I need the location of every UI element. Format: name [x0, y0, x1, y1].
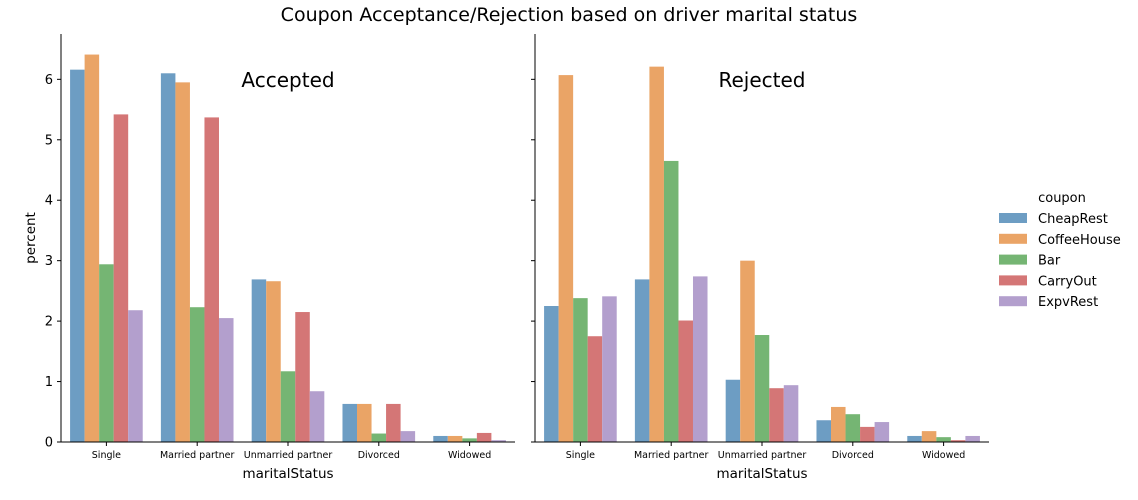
x-tick-label-widowed: Widowed — [922, 450, 965, 461]
legend-title: coupon — [1038, 191, 1086, 206]
bar-accepted-expvrest-widowed — [491, 440, 506, 442]
bar-accepted-bar-widowed — [462, 438, 477, 442]
x-tick-label-unmarried-partner: Unmarried partner — [244, 450, 333, 461]
bar-accepted-cheaprest-single — [70, 69, 85, 442]
bar-rejected-cheaprest-single — [544, 306, 559, 442]
x-tick-label-unmarried-partner: Unmarried partner — [718, 450, 807, 461]
legend-swatch-bar — [999, 254, 1027, 265]
legend-label-carryout: CarryOut — [1038, 274, 1097, 289]
x-axis-label: maritalStatus — [242, 466, 333, 482]
bar-rejected-bar-married-partner — [663, 160, 679, 442]
y-tick-label: 4 — [45, 194, 53, 209]
bar-rejected-cheaprest-married-partner — [634, 279, 650, 442]
bar-rejected-carryout-married-partner — [678, 320, 693, 442]
panel-label-rejected: Rejected — [718, 68, 805, 92]
bar-rejected-bar-divorced — [845, 414, 861, 442]
bar-rejected-expvrest-unmarried-partner — [783, 385, 799, 442]
chart-title: Coupon Acceptance/Rejection based on dri… — [281, 4, 858, 26]
y-tick-label: 1 — [45, 375, 53, 390]
x-axis-label: maritalStatus — [716, 466, 807, 482]
bar-rejected-carryout-unmarried-partner — [769, 388, 784, 442]
y-tick-label: 2 — [45, 315, 53, 330]
bar-rejected-bar-unmarried-partner — [754, 335, 770, 442]
legend-label-expvrest: ExpvRest — [1038, 295, 1098, 310]
bar-rejected-coffeehouse-single — [558, 75, 574, 442]
bar-accepted-carryout-single — [113, 114, 129, 442]
bar-accepted-expvrest-divorced — [400, 431, 416, 442]
x-tick-label-single: Single — [92, 450, 121, 461]
bar-accepted-bar-divorced — [371, 433, 387, 442]
bar-accepted-coffeehouse-unmarried-partner — [266, 281, 281, 442]
bar-rejected-cheaprest-unmarried-partner — [725, 379, 741, 442]
bar-accepted-cheaprest-married-partner — [160, 73, 176, 442]
bar-accepted-carryout-widowed — [476, 432, 492, 442]
panel-accepted: 0 1 2 3 4 5 6 Single Married partner Unmarried pa… — [45, 34, 515, 482]
y-tick-label: 0 — [45, 436, 53, 451]
bar-accepted-coffeehouse-divorced — [357, 403, 372, 442]
y-axis-label: percent — [23, 212, 39, 264]
bar-accepted-coffeehouse-married-partner — [175, 82, 190, 443]
x-tick-label-married-partner: Married partner — [634, 450, 709, 461]
legend-label-bar: Bar — [1038, 254, 1061, 269]
bar-accepted-carryout-married-partner — [204, 117, 219, 442]
bar-accepted-cheaprest-unmarried-partner — [251, 279, 267, 442]
panel-rejected: Single Married partner Unmarried partner Di… — [531, 34, 989, 482]
bar-rejected-coffeehouse-widowed — [921, 431, 937, 442]
bar-rejected-coffeehouse-unmarried-partner — [740, 260, 755, 442]
x-tick-label-divorced: Divorced — [358, 450, 400, 461]
legend-label-coffeehouse: CoffeeHouse — [1038, 233, 1121, 248]
panel-label-accepted: Accepted — [241, 68, 334, 92]
bar-accepted-expvrest-single — [128, 310, 143, 442]
y-tick-label: 5 — [45, 133, 53, 148]
x-tick-label-widowed: Widowed — [448, 450, 491, 461]
bar-rejected-expvrest-widowed — [965, 435, 980, 442]
legend-swatch-cheaprest — [999, 213, 1027, 223]
x-tick-label-divorced: Divorced — [832, 450, 874, 461]
bar-rejected-expvrest-divorced — [874, 422, 890, 442]
bar-rejected-carryout-divorced — [860, 426, 875, 442]
legend: coupon CheapRest CoffeeHouse Bar CarryOut Exp… — [999, 191, 1121, 310]
bar-accepted-cheaprest-divorced — [342, 403, 358, 442]
bar-accepted-expvrest-married-partner — [218, 318, 234, 442]
bar-accepted-bar-married-partner — [189, 307, 205, 442]
bar-rejected-bar-widowed — [936, 437, 951, 442]
bar-rejected-cheaprest-widowed — [907, 435, 922, 442]
bar-rejected-carryout-widowed — [950, 440, 966, 442]
bar-rejected-cheaprest-divorced — [816, 420, 832, 442]
bar-accepted-carryout-unmarried-partner — [295, 312, 310, 442]
x-tick-label-single: Single — [566, 450, 595, 461]
bar-rejected-expvrest-married-partner — [692, 276, 708, 442]
legend-label-cheaprest: CheapRest — [1038, 212, 1108, 227]
bar-rejected-coffeehouse-married-partner — [649, 66, 664, 442]
bar-accepted-coffeehouse-widowed — [447, 435, 463, 442]
x-tick-label-married-partner: Married partner — [160, 450, 235, 461]
bar-accepted-bar-unmarried-partner — [280, 371, 296, 442]
bar-rejected-coffeehouse-divorced — [831, 406, 846, 442]
chart-panels: 0 1 2 3 4 5 6 Single Married partner Unmarried pa… — [23, 34, 989, 482]
bar-accepted-coffeehouse-single — [84, 54, 100, 443]
bar-accepted-carryout-divorced — [386, 403, 401, 442]
bar-rejected-bar-single — [573, 298, 588, 442]
bar-rejected-carryout-single — [587, 336, 603, 442]
y-tick-label: 6 — [45, 73, 53, 88]
bar-accepted-bar-single — [99, 264, 114, 442]
y-tick-label: 3 — [45, 254, 53, 269]
bar-accepted-expvrest-unmarried-partner — [309, 391, 325, 442]
legend-swatch-expvrest — [999, 296, 1027, 307]
bar-rejected-expvrest-single — [602, 296, 617, 442]
legend-swatch-carryout — [999, 275, 1027, 286]
legend-swatch-coffeehouse — [999, 233, 1027, 244]
bar-accepted-cheaprest-widowed — [433, 435, 448, 442]
